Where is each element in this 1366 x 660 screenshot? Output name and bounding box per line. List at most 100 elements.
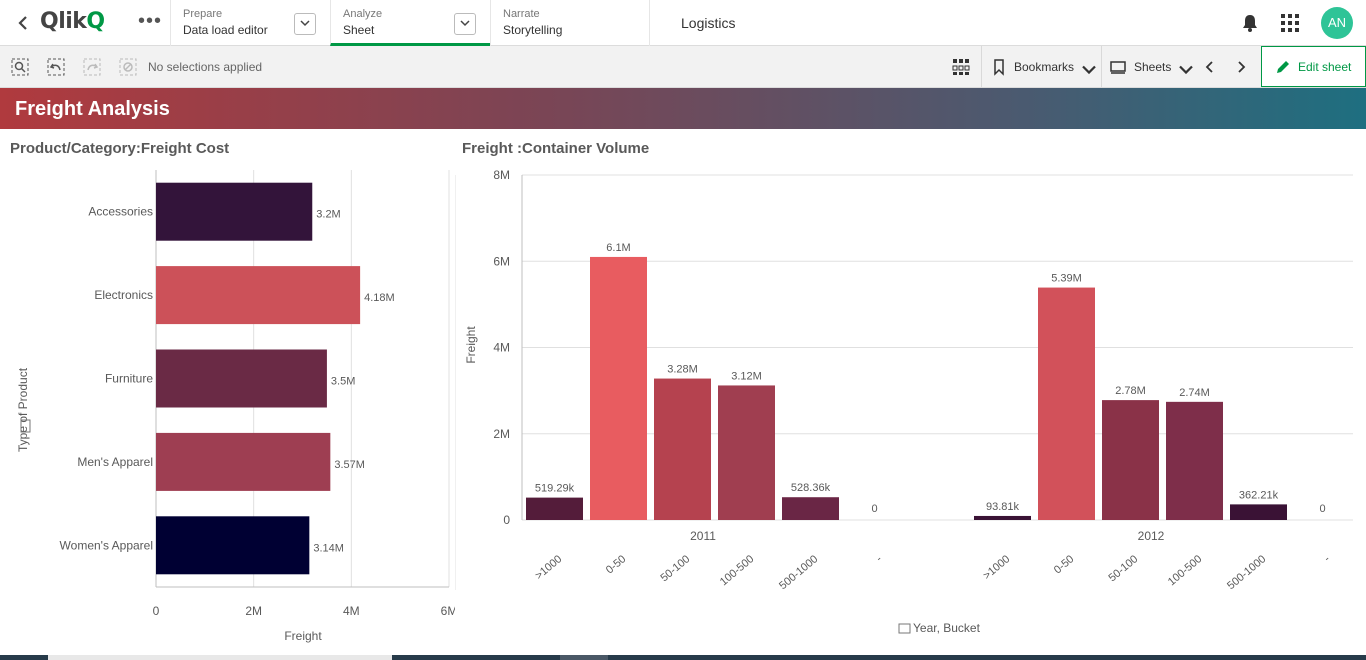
value-label: 3.57M	[334, 459, 365, 471]
scroll-segment	[48, 655, 392, 660]
edit-sheet-button[interactable]: Edit sheet	[1261, 46, 1366, 87]
bar	[156, 349, 327, 408]
category-label: Electronics	[94, 288, 153, 302]
chevron-down-icon[interactable]	[1080, 62, 1098, 80]
qlik-logo[interactable]: QlikQ	[40, 9, 105, 34]
sort-icon	[898, 623, 911, 634]
smart-search-icon[interactable]	[11, 58, 29, 76]
x-tick-label: 4M	[343, 604, 360, 618]
x-tick-label: 0	[153, 604, 160, 618]
category-label: Furniture	[105, 372, 153, 386]
sheet-title-bar: Freight Analysis	[0, 88, 1366, 129]
next-sheet-icon[interactable]	[1232, 58, 1250, 76]
bookmarks-button[interactable]: Bookmarks	[1014, 60, 1075, 74]
bar	[974, 515, 1031, 520]
category-label: 0-50	[604, 553, 629, 576]
analyze-dropdown-button[interactable]	[454, 13, 476, 35]
bottom-scroll-strip	[0, 655, 1366, 660]
nav-narrate-label: Narrate	[503, 8, 540, 20]
bar	[590, 256, 647, 520]
category-label: -	[1322, 553, 1333, 565]
more-horizontal-icon[interactable]: •••	[138, 10, 163, 32]
avatar[interactable]: AN	[1321, 7, 1353, 39]
sheets-icon[interactable]	[1109, 58, 1127, 76]
clear-selections-icon[interactable]	[119, 58, 137, 76]
bar	[782, 497, 839, 520]
previous-sheet-icon[interactable]	[1201, 58, 1219, 76]
bookmark-icon[interactable]	[990, 58, 1008, 76]
nav-narrate-value: Storytelling	[503, 23, 563, 37]
value-label: 3.28M	[667, 364, 698, 376]
value-label: 3.2M	[316, 209, 340, 221]
top-bar: QlikQ ••• Prepare Data load editor Analy…	[0, 0, 1366, 46]
back-arrow-icon[interactable]	[14, 12, 32, 34]
value-label: 2.74M	[1179, 387, 1210, 399]
y-axis-title: Type of Product	[16, 367, 30, 452]
bar	[654, 378, 711, 520]
step-back-icon[interactable]	[47, 58, 65, 76]
x-tick-label: 2M	[245, 604, 262, 618]
step-forward-icon[interactable]	[83, 58, 101, 76]
value-label: 6.1M	[606, 242, 630, 254]
value-label: 0	[1319, 503, 1325, 515]
chevron-down-icon	[460, 20, 470, 27]
category-label: 100-500	[1166, 553, 1205, 588]
sheets-button[interactable]: Sheets	[1134, 60, 1172, 74]
category-label: >1000	[533, 553, 564, 582]
value-label: 0	[871, 503, 877, 515]
freight-cost-bar-chart[interactable]: 0 2M 4M 6M Accessories 3.2M Electronics 4.18M Fu…	[0, 160, 455, 650]
y-tick-label: 8M	[493, 168, 510, 182]
x-tick-label: 6M	[441, 604, 455, 618]
bar	[156, 266, 361, 325]
notification-bell-icon[interactable]	[1241, 13, 1259, 33]
bar	[1038, 287, 1095, 520]
bar	[156, 516, 310, 575]
bar	[718, 385, 775, 520]
sheet-title: Freight Analysis	[15, 98, 170, 120]
toolbar-divider	[981, 46, 982, 87]
nav-narrate[interactable]: Narrate Storytelling	[490, 0, 650, 46]
nav-analyze-value: Sheet	[343, 23, 375, 37]
value-label: 3.12M	[731, 370, 762, 382]
app-title: Logistics	[681, 15, 736, 31]
y-tick-label: 6M	[493, 254, 510, 268]
value-label: 2.78M	[1115, 385, 1146, 397]
category-label: 500-1000	[777, 553, 820, 592]
category-label: 500-1000	[1225, 553, 1268, 592]
value-label: 3.14M	[313, 542, 344, 554]
value-label: 3.5M	[331, 376, 355, 388]
insights-grid-icon[interactable]	[952, 58, 970, 76]
value-label: 93.81k	[986, 501, 1020, 513]
chevron-down-icon[interactable]	[1177, 62, 1195, 80]
x-axis-title: Freight	[284, 629, 322, 643]
nav-prepare-label: Prepare	[183, 8, 223, 20]
y-tick-label: 0	[503, 513, 510, 527]
y-axis-title: Freight	[464, 326, 478, 364]
category-label: 50-100	[658, 553, 692, 584]
nav-prepare-value: Data load editor	[183, 23, 268, 37]
nav-prepare[interactable]: Prepare Data load editor	[170, 0, 330, 46]
chevron-down-icon	[300, 20, 310, 27]
category-label: 100-500	[718, 553, 757, 588]
nav-analyze[interactable]: Analyze Sheet	[330, 0, 490, 46]
category-label: Women's Apparel	[60, 538, 153, 552]
bar	[1166, 401, 1223, 520]
value-label: 528.36k	[791, 482, 831, 494]
apps-grid-icon[interactable]	[1281, 14, 1299, 32]
selection-status: No selections applied	[148, 60, 263, 74]
value-label: 362.21k	[1239, 489, 1279, 501]
sort-icon	[20, 419, 31, 433]
bar	[156, 182, 313, 241]
category-label: -	[874, 553, 885, 565]
category-label: Accessories	[88, 205, 153, 219]
y-tick-label: 4M	[493, 341, 510, 355]
container-volume-bar-chart[interactable]: 0 2M 4M 6M 8M 519.29k >1000 6.1M 0-50 3.28M 50-100…	[455, 160, 1360, 650]
value-label: 519.29k	[535, 483, 575, 495]
toolbar-divider	[1101, 46, 1102, 87]
chart2-title: Freight :Container Volume	[462, 140, 650, 157]
prepare-dropdown-button[interactable]	[294, 13, 316, 35]
group-label: 2011	[690, 529, 716, 543]
category-label: 50-100	[1106, 553, 1140, 584]
selection-toolbar: No selections applied Bookmarks Sheets E…	[0, 46, 1366, 88]
value-label: 4.18M	[364, 292, 395, 304]
